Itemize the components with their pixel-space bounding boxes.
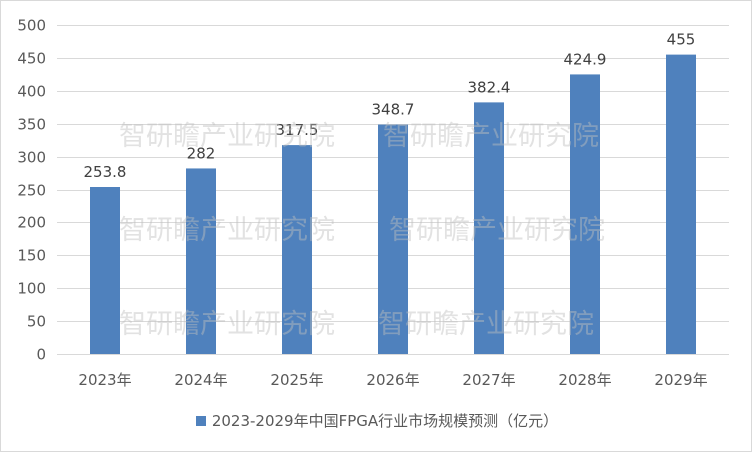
x-tick-label: 2027年 bbox=[462, 371, 515, 389]
legend: 2023-2029年中国FPGA行业市场规模预测（亿元） bbox=[1, 410, 752, 431]
x-axis: 2023年 2024年 2025年 2026年 2027年 2028年 2029年 bbox=[78, 371, 707, 389]
watermark-text: 智研瞻产业研究院 bbox=[119, 121, 335, 152]
x-tick-label: 2029年 bbox=[654, 371, 707, 389]
bar bbox=[90, 186, 120, 354]
watermark-text: 智研瞻产业研究院 bbox=[119, 215, 335, 246]
y-tick-label: 200 bbox=[17, 214, 46, 232]
data-label: 253.8 bbox=[84, 163, 127, 181]
watermark-text: 智研瞻产业研究院 bbox=[389, 215, 605, 246]
legend-swatch bbox=[195, 415, 206, 426]
bar bbox=[186, 168, 216, 354]
bar bbox=[570, 74, 600, 354]
data-labels: 253.8 282 317.5 348.7 382.4 424.9 455 bbox=[84, 31, 696, 181]
data-label: 348.7 bbox=[372, 101, 415, 119]
y-tick-label: 250 bbox=[17, 182, 46, 200]
y-tick-label: 150 bbox=[17, 247, 46, 265]
bar bbox=[474, 102, 504, 354]
data-label: 282 bbox=[187, 144, 216, 162]
y-tick-label: 350 bbox=[17, 116, 46, 134]
x-tick-label: 2023年 bbox=[78, 371, 131, 389]
y-tick-label: 450 bbox=[17, 50, 46, 68]
bars bbox=[90, 54, 696, 355]
x-tick-label: 2024年 bbox=[174, 371, 227, 389]
data-label: 382.4 bbox=[468, 78, 511, 96]
y-tick-label: 300 bbox=[17, 149, 46, 167]
y-axis: 0 50 100 150 200 250 300 350 400 450 500 bbox=[17, 17, 46, 364]
y-tick-label: 50 bbox=[27, 313, 46, 331]
bar bbox=[666, 54, 696, 355]
y-tick-label: 500 bbox=[17, 17, 46, 35]
x-tick-label: 2025年 bbox=[270, 371, 323, 389]
watermark-text: 智研瞻产业研究院 bbox=[378, 309, 594, 340]
x-tick-label: 2026年 bbox=[366, 371, 419, 389]
legend-label: 2023-2029年中国FPGA行业市场规模预测（亿元） bbox=[211, 412, 559, 430]
data-label: 455 bbox=[667, 31, 696, 49]
y-tick-label: 100 bbox=[17, 280, 46, 298]
y-tick-label: 400 bbox=[17, 83, 46, 101]
y-tick-label: 0 bbox=[36, 346, 46, 364]
watermark-text: 智研瞻产业研究院 bbox=[119, 309, 335, 340]
bar bbox=[378, 124, 408, 355]
watermark-text: 智研瞻产业研究院 bbox=[383, 121, 599, 152]
bar bbox=[282, 145, 312, 354]
x-tick-label: 2028年 bbox=[558, 371, 611, 389]
data-label: 317.5 bbox=[276, 121, 319, 139]
data-label: 424.9 bbox=[564, 50, 607, 68]
